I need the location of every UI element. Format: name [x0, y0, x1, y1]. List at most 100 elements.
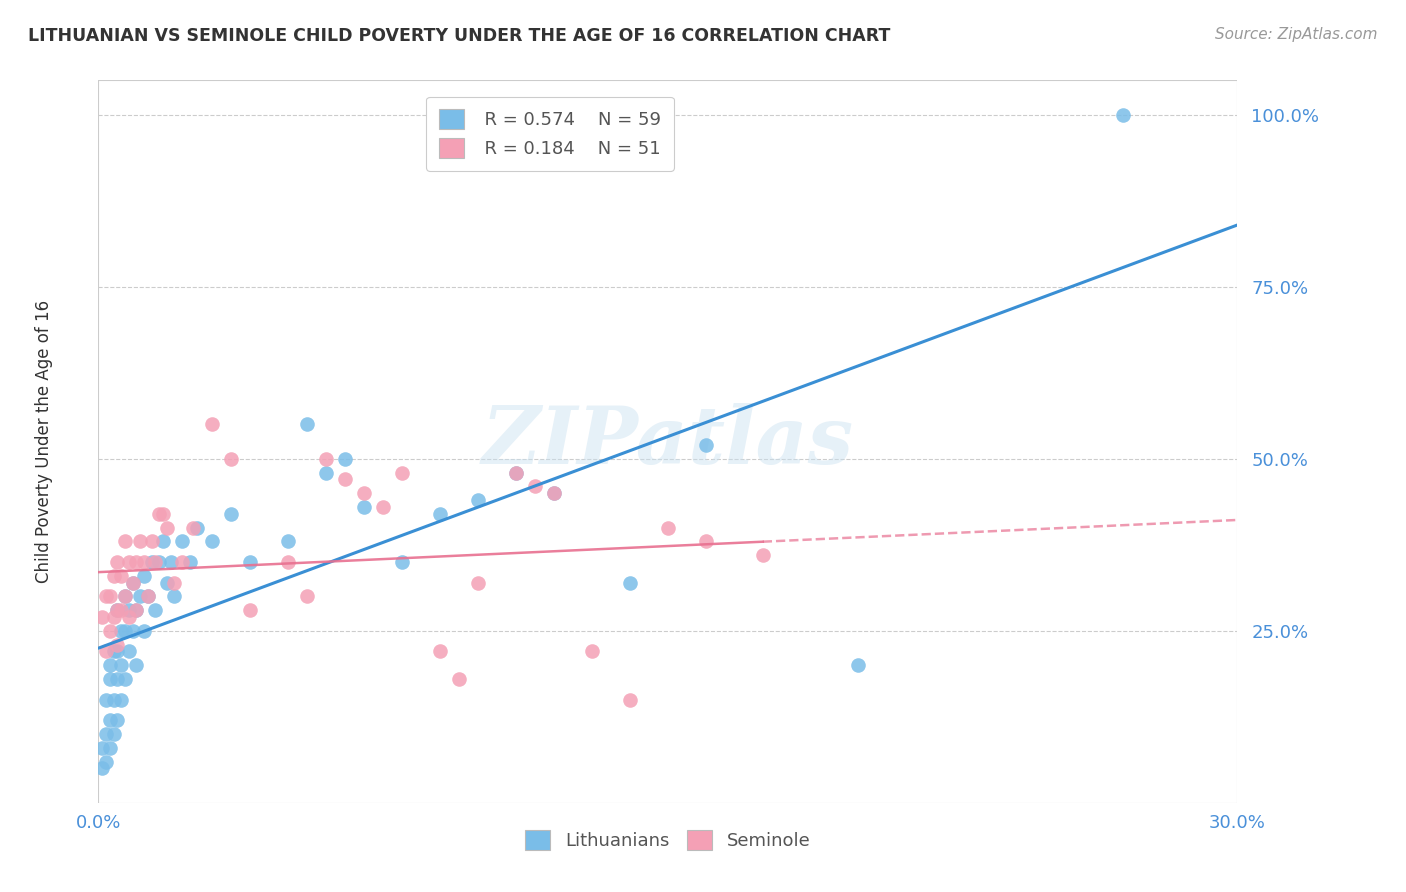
Point — [183, 520, 205, 534]
Point — [103, 610, 125, 624]
Point — [121, 575, 143, 590]
Point — [98, 624, 121, 638]
Point — [277, 555, 299, 569]
Point — [156, 520, 179, 534]
Point — [132, 568, 155, 582]
Point — [91, 740, 114, 755]
Point — [129, 534, 152, 549]
Point — [1112, 108, 1135, 122]
Point — [121, 624, 143, 638]
Text: LITHUANIAN VS SEMINOLE CHILD POVERTY UNDER THE AGE OF 16 CORRELATION CHART: LITHUANIAN VS SEMINOLE CHILD POVERTY UND… — [28, 27, 890, 45]
Point — [145, 555, 167, 569]
Point — [145, 603, 167, 617]
Point — [695, 534, 717, 549]
Point — [94, 727, 117, 741]
Point — [125, 603, 148, 617]
Point — [239, 555, 262, 569]
Point — [103, 644, 125, 658]
Point — [186, 520, 208, 534]
Point — [695, 438, 717, 452]
Point — [118, 555, 141, 569]
Point — [335, 472, 357, 486]
Point — [98, 672, 121, 686]
Point — [159, 555, 181, 569]
Point — [107, 603, 129, 617]
Legend: Lithuanians, Seminole: Lithuanians, Seminole — [516, 821, 820, 859]
Point — [125, 555, 148, 569]
Point — [110, 624, 132, 638]
Point — [221, 451, 243, 466]
Point — [449, 672, 471, 686]
Point — [201, 534, 224, 549]
Point — [107, 638, 129, 652]
Point — [136, 590, 159, 604]
Point — [114, 534, 136, 549]
Point — [156, 575, 179, 590]
Point — [152, 507, 174, 521]
Point — [148, 555, 170, 569]
Point — [132, 555, 155, 569]
Point — [315, 466, 337, 480]
Point — [121, 575, 143, 590]
Text: Source: ZipAtlas.com: Source: ZipAtlas.com — [1215, 27, 1378, 42]
Point — [391, 466, 413, 480]
Point — [94, 755, 117, 769]
Point — [581, 644, 603, 658]
Point — [103, 727, 125, 741]
Point — [110, 658, 132, 673]
Point — [543, 486, 565, 500]
Point — [277, 534, 299, 549]
Point — [148, 507, 170, 521]
Point — [110, 603, 132, 617]
Text: Child Poverty Under the Age of 16: Child Poverty Under the Age of 16 — [35, 300, 53, 583]
Point — [110, 568, 132, 582]
Point — [98, 740, 121, 755]
Point — [353, 486, 375, 500]
Point — [107, 644, 129, 658]
Point — [118, 610, 141, 624]
Point — [297, 590, 319, 604]
Point — [179, 555, 201, 569]
Point — [524, 479, 547, 493]
Point — [467, 493, 489, 508]
Point — [619, 692, 641, 706]
Text: ZIPatlas: ZIPatlas — [482, 403, 853, 480]
Point — [335, 451, 357, 466]
Point — [141, 555, 163, 569]
Point — [163, 575, 186, 590]
Point — [141, 534, 163, 549]
Point — [98, 590, 121, 604]
Point — [103, 692, 125, 706]
Point — [201, 417, 224, 432]
Point — [132, 624, 155, 638]
Point — [391, 555, 413, 569]
Point — [505, 466, 527, 480]
Point — [94, 692, 117, 706]
Point — [125, 658, 148, 673]
Point — [91, 761, 114, 775]
Point — [114, 672, 136, 686]
Point — [543, 486, 565, 500]
Point — [136, 590, 159, 604]
Point — [505, 466, 527, 480]
Point — [170, 534, 193, 549]
Point — [619, 575, 641, 590]
Point — [846, 658, 869, 673]
Point — [371, 500, 394, 514]
Point — [657, 520, 679, 534]
Point — [114, 590, 136, 604]
Point — [163, 590, 186, 604]
Point — [170, 555, 193, 569]
Point — [125, 603, 148, 617]
Point — [94, 644, 117, 658]
Point — [114, 590, 136, 604]
Point — [110, 692, 132, 706]
Point — [297, 417, 319, 432]
Point — [107, 713, 129, 727]
Point — [239, 603, 262, 617]
Point — [98, 713, 121, 727]
Point — [467, 575, 489, 590]
Point — [353, 500, 375, 514]
Point — [94, 590, 117, 604]
Point — [107, 603, 129, 617]
